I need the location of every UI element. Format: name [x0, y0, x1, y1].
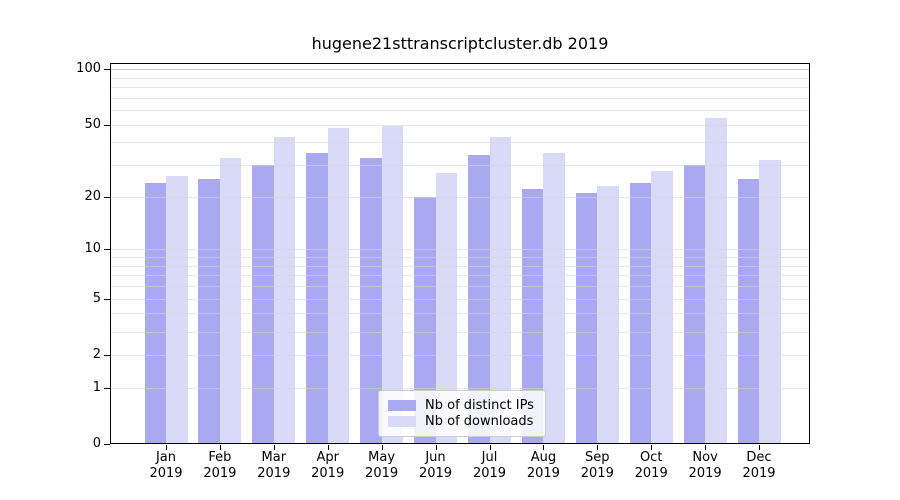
- y-tick-20: [104, 196, 110, 198]
- x-tick-label-dec: Dec 2019: [742, 450, 776, 481]
- bar-downloads-jan: [166, 176, 188, 445]
- x-tick-mar: [273, 445, 275, 450]
- x-tick-label-jan: Jan 2019: [149, 450, 183, 481]
- legend: Nb of distinct IPs Nb of downloads: [378, 390, 546, 437]
- legend-swatch-distinct-ips: [388, 399, 416, 411]
- bar-downloads-jun: [435, 173, 457, 445]
- y-tick-50: [104, 124, 110, 126]
- y-tick-label-20: 20: [84, 188, 101, 204]
- y-tick-label-1: 1: [92, 379, 101, 395]
- x-tick-label-aug: Aug 2019: [526, 450, 560, 481]
- x-tick-feb: [219, 445, 221, 450]
- bar-downloads-dec: [759, 160, 781, 445]
- x-tick-aug: [543, 445, 545, 450]
- bar-downloads-oct: [651, 170, 673, 445]
- gridline-80: [111, 86, 809, 88]
- y-tick-10: [104, 249, 110, 251]
- y-tick-label-10: 10: [84, 241, 101, 257]
- y-tick-label-50: 50: [84, 116, 101, 132]
- gridline-3: [111, 331, 809, 333]
- x-tick-label-feb: Feb 2019: [203, 450, 237, 481]
- x-tick-apr: [327, 445, 329, 450]
- x-tick-label-jun: Jun 2019: [418, 450, 453, 481]
- x-tick-label-nov: Nov 2019: [688, 450, 722, 481]
- legend-swatch-downloads: [388, 416, 416, 428]
- gridline-70: [111, 97, 809, 99]
- bar-downloads-feb: [219, 157, 242, 445]
- gridline-90: [111, 77, 809, 79]
- y-tick-label-0: 0: [92, 436, 101, 452]
- legend-label-downloads: Nb of downloads: [425, 414, 534, 430]
- y-tick-label-2: 2: [92, 347, 101, 362]
- y-tick-100: [104, 69, 110, 70]
- gridline-40: [111, 142, 809, 144]
- gridline-100: [111, 69, 809, 70]
- legend-item-downloads: Nb of downloads: [388, 414, 537, 429]
- x-tick-label-mar: Mar 2019: [257, 450, 291, 481]
- y-tick-2: [104, 355, 110, 356]
- bar-downloads-may: [381, 126, 404, 445]
- bar-distinct-ips-dec: [737, 179, 759, 445]
- bar-distinct-ips-aug: [521, 189, 544, 445]
- gridline-9: [111, 257, 809, 259]
- gridline-10: [111, 249, 809, 251]
- bar-distinct-ips-nov: [683, 165, 706, 445]
- bar-distinct-ips-sep: [575, 192, 598, 445]
- gridline-8: [111, 265, 809, 267]
- bar-distinct-ips-may: [360, 157, 382, 445]
- gridline-30: [111, 165, 809, 166]
- x-tick-jul: [489, 445, 491, 450]
- bar-distinct-ips-mar: [252, 165, 274, 445]
- gridline-1: [111, 387, 809, 389]
- x-tick-nov: [705, 445, 707, 450]
- gridline-7: [111, 275, 809, 277]
- legend-item-distinct-ips: Nb of distinct IPs: [388, 398, 537, 413]
- x-tick-label-sep: Sep 2019: [580, 450, 614, 481]
- bar-downloads-mar: [273, 136, 296, 445]
- x-tick-jun: [435, 445, 437, 450]
- gridline-50: [111, 124, 809, 126]
- x-tick-may: [381, 445, 383, 450]
- x-tick-oct: [651, 445, 653, 450]
- y-tick-5: [104, 298, 110, 300]
- x-tick-dec: [759, 445, 760, 450]
- x-tick-label-may: May 2019: [365, 450, 399, 481]
- x-tick-label-apr: Apr 2019: [311, 450, 345, 481]
- legend-label-distinct-ips: Nb of distinct IPs: [425, 397, 534, 413]
- bar-downloads-aug: [543, 152, 565, 445]
- x-tick-sep: [597, 445, 599, 450]
- x-tick-label-jul: Jul 2019: [472, 450, 507, 481]
- x-tick-label-oct: Oct 2019: [634, 450, 668, 481]
- gridline-60: [111, 110, 809, 111]
- gridline-2: [111, 355, 809, 356]
- bar-distinct-ips-feb: [198, 179, 220, 445]
- bar-distinct-ips-apr: [306, 152, 328, 445]
- x-tick-jan: [166, 445, 167, 450]
- chart-title: hugene21sttranscriptcluster.db 2019: [311, 34, 609, 53]
- gridline-5: [111, 298, 809, 300]
- y-tick-0: [104, 444, 110, 446]
- bar-distinct-ips-jun: [414, 196, 436, 445]
- bar-downloads-apr: [327, 127, 350, 445]
- bar-downloads-sep: [597, 185, 619, 445]
- bar-distinct-ips-jul: [468, 155, 490, 445]
- y-tick-label-100: 100: [76, 61, 101, 76]
- y-tick-label-5: 5: [92, 290, 101, 306]
- bar-downloads-nov: [705, 118, 727, 445]
- gridline-6: [111, 286, 809, 288]
- bar-downloads-jul: [489, 136, 511, 445]
- gridline-4: [111, 313, 809, 315]
- y-tick-1: [104, 387, 110, 389]
- gridline-20: [111, 196, 809, 198]
